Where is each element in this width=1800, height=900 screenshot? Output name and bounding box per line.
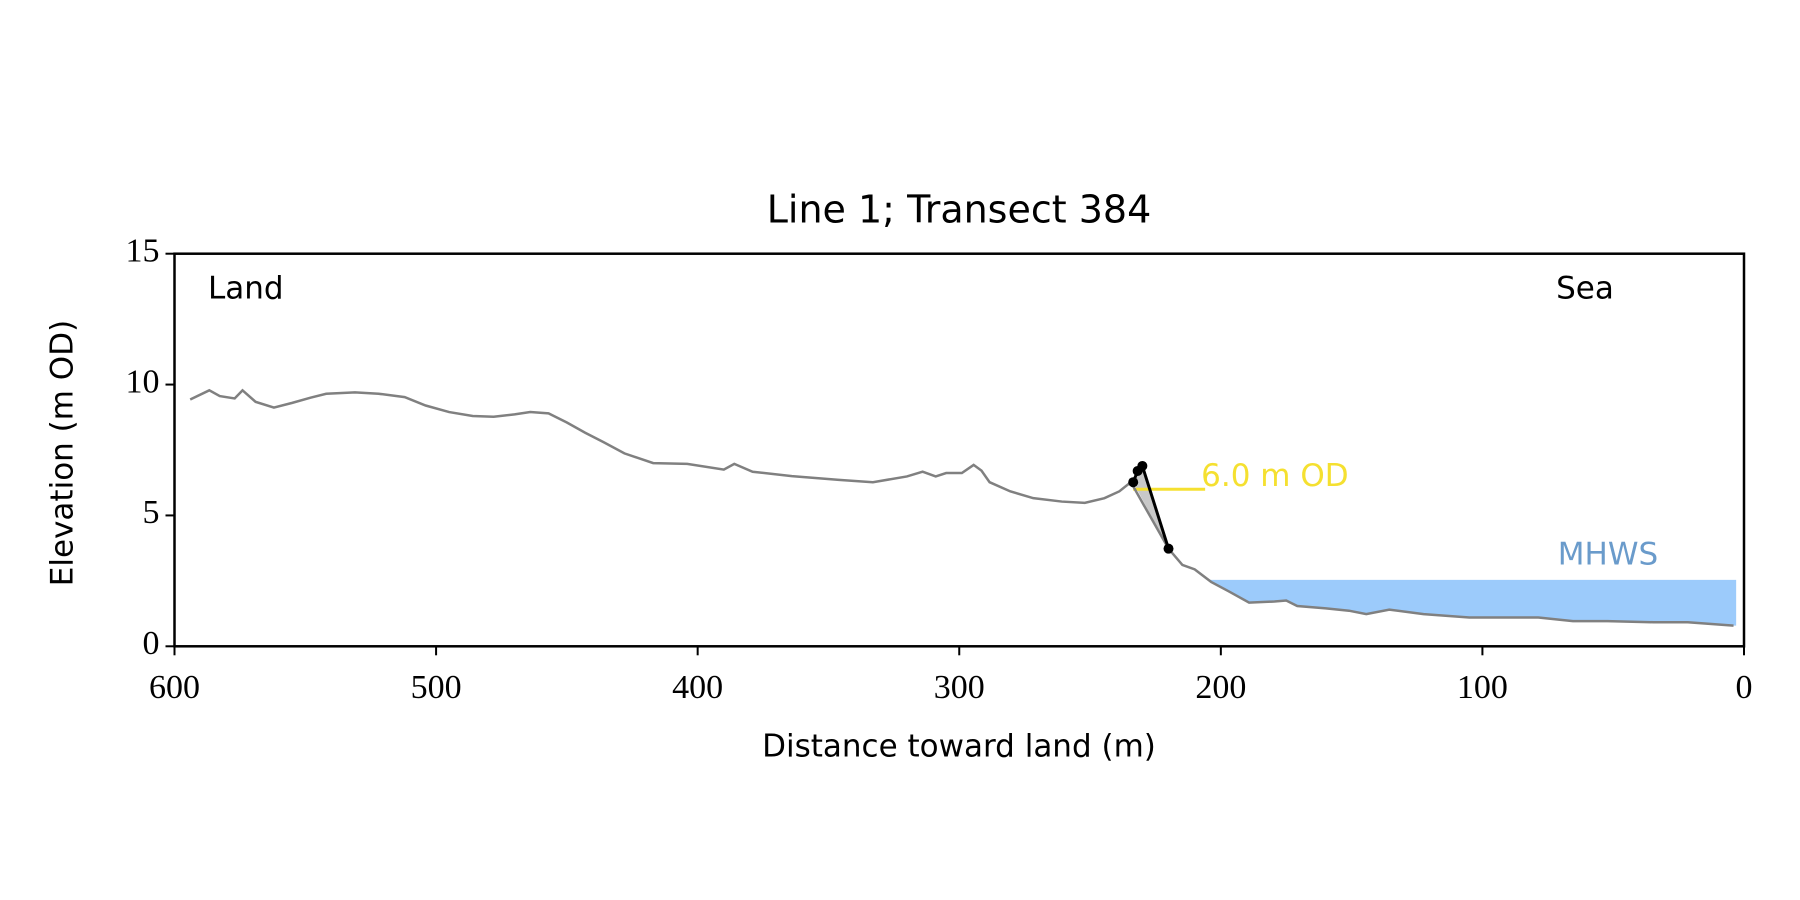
mhws-area	[1210, 579, 1737, 626]
point	[1128, 477, 1139, 488]
cliff-area	[1133, 465, 1169, 549]
x-tick-label: 200	[1195, 669, 1246, 706]
y-tick-label: 0	[143, 625, 160, 662]
x-tick-label: 100	[1457, 669, 1508, 706]
sea-label: Sea	[1556, 271, 1614, 307]
x-tick-label: 400	[672, 669, 723, 706]
y-tick-label: 15	[126, 232, 160, 269]
x-tick-label: 600	[149, 669, 200, 706]
x-tick-label: 300	[934, 669, 985, 706]
profile-line	[189, 388, 1734, 627]
mhws-label: MHWS	[1558, 537, 1658, 573]
y-tick-label: 10	[126, 363, 160, 400]
x-tick-label: 0	[1736, 669, 1753, 706]
x-tick-label: 500	[411, 669, 462, 706]
y-axis-label: Elevation (m OD)	[45, 320, 81, 586]
land-label: Land	[208, 271, 284, 307]
chart-title: Line 1; Transect 384	[767, 188, 1152, 232]
level-label: 6.0 m OD	[1201, 458, 1348, 494]
point	[1137, 460, 1148, 471]
x-axis-label: Distance toward land (m)	[762, 729, 1156, 765]
y-tick-label: 5	[143, 494, 160, 531]
point	[1163, 543, 1174, 554]
